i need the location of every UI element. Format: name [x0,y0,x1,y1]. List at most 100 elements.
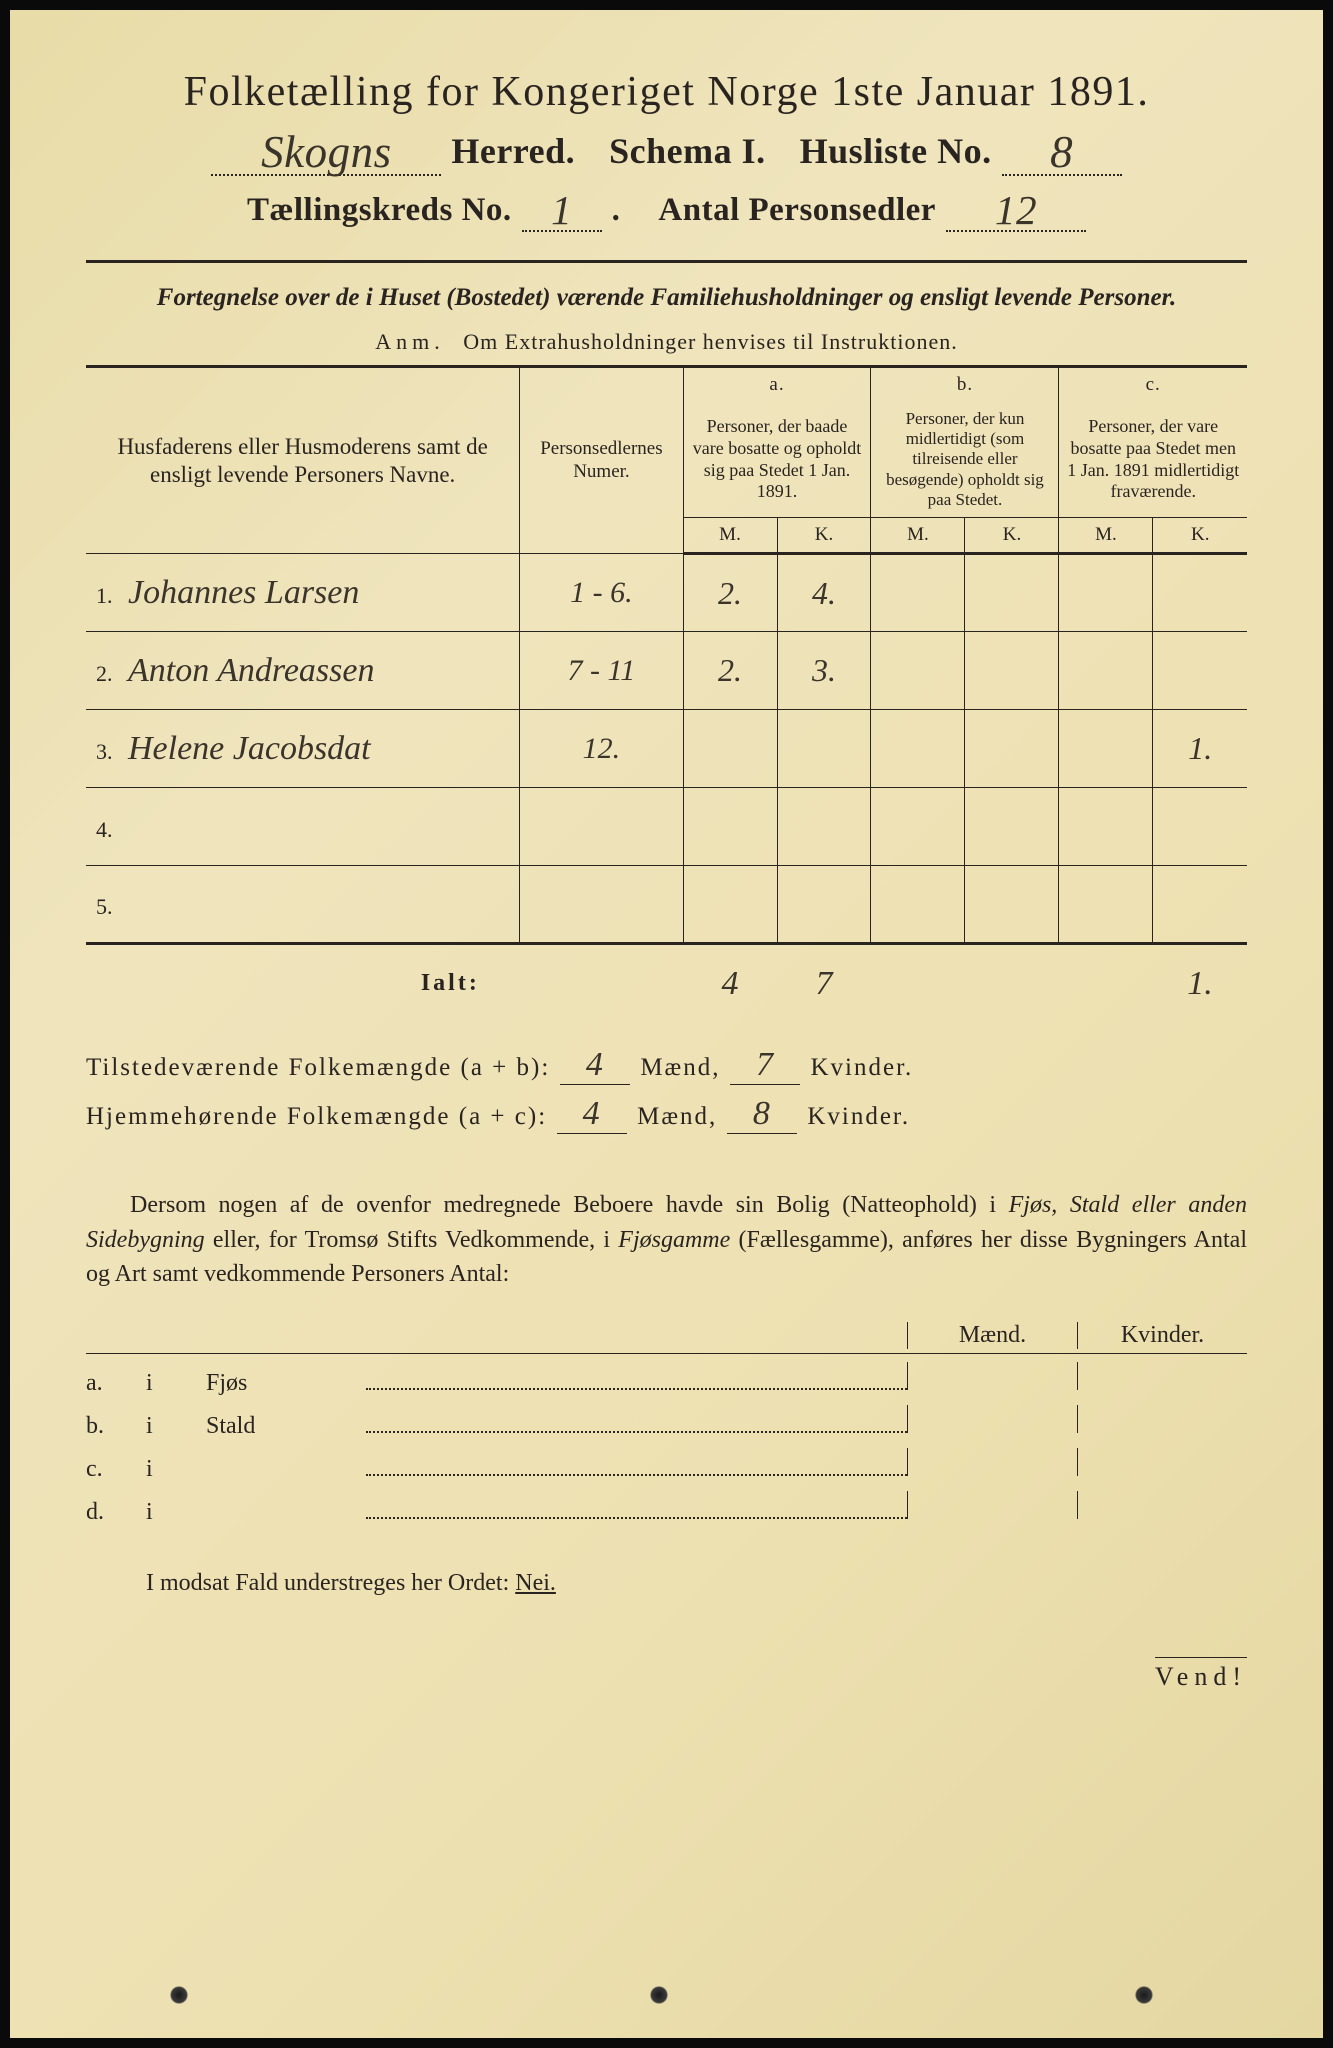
b-k-cell [965,710,1059,788]
ialt-c-k: 1. [1153,944,1247,1022]
herred-value: Skogns [261,127,392,177]
bh-maend: Mænd. [907,1322,1077,1349]
building-i: i [146,1370,206,1397]
ialt-a-k: 7 [777,944,871,1022]
nei-word: Nei. [515,1570,556,1596]
husliste-label: Husliste No. [800,130,992,172]
col-c-top: c. [1059,366,1247,402]
kreds-label: Tællingskreds No. [247,192,512,229]
bh-kvinder: Kvinder. [1077,1322,1247,1349]
col-num-header: Personsedlernes Numer. [520,366,683,554]
antal-value: 12 [995,187,1037,233]
a-m-cell [683,866,777,944]
col-a-m: M. [683,517,777,554]
dotted-line [366,1457,907,1476]
maend-label-2: Mænd, [637,1103,717,1131]
b-k-cell [965,554,1059,632]
building-row: d.i [86,1491,1247,1526]
c-m-cell [1059,554,1153,632]
building-maend-cell [907,1362,1077,1390]
kreds-field: 1 [522,182,602,232]
c-m-cell [1059,710,1153,788]
c-k-cell [1153,866,1247,944]
building-row: a.iFjøs [86,1362,1247,1397]
summary-label-1: Tilstedeværende Folkemængde (a + b): [86,1054,550,1082]
buildings-block: Mænd. Kvinder. a.iFjøsb.iStaldc.id.i [86,1322,1247,1526]
building-i: i [146,1413,206,1440]
maend-label: Mænd, [640,1054,720,1082]
name-cell: 2.Anton Andreassen [86,632,520,710]
summary-row-2: Hjemmehørende Folkemængde (a + c): 4 Mæn… [86,1095,1247,1134]
name-cell: 3.Helene Jacobsdat [86,710,520,788]
a-k-cell [777,710,871,788]
a-m-cell [683,710,777,788]
col-a-top: a. [683,366,871,402]
a-m-cell [683,788,777,866]
building-row: c.i [86,1448,1247,1483]
binding-hole-icon [650,1986,668,2004]
b-m-cell [871,710,965,788]
building-letter: c. [86,1456,146,1483]
census-table: Husfaderens eller Husmoderens samt de en… [86,365,1247,1022]
anm-line: Anm. Om Extrahusholdninger henvises til … [86,329,1247,355]
col-b-text: Personer, der kun midlertidigt (som tilr… [871,403,1059,517]
a-k-cell: 4. [777,554,871,632]
fortegnelse-text: Fortegnelse over de i Huset (Bostedet) v… [106,281,1227,315]
b-k-cell [965,632,1059,710]
b-m-cell [871,554,965,632]
table-head: Husfaderens eller Husmoderens samt de en… [86,366,1247,554]
b-m-cell [871,632,965,710]
a-k-cell [777,866,871,944]
summary-2-m: 4 [557,1095,627,1134]
paragraph-block: Dersom nogen af de ovenfor medregnede Be… [86,1188,1247,1292]
col-c-k: K. [1153,517,1247,554]
col-b-k: K. [965,517,1059,554]
a-m-cell: 2. [683,554,777,632]
name-cell: 4. [86,788,520,866]
building-kvinder-cell [1077,1491,1247,1519]
buildings-rows: a.iFjøsb.iStaldc.id.i [86,1362,1247,1526]
c-k-cell [1153,788,1247,866]
num-cell: 12. [520,710,683,788]
building-kvinder-cell [1077,1448,1247,1476]
c-k-cell [1153,554,1247,632]
name-cell: 1.Johannes Larsen [86,554,520,632]
table-body: 1.Johannes Larsen1 - 6.2.4.2.Anton Andre… [86,554,1247,1022]
building-kvinder-cell [1077,1405,1247,1433]
husliste-field: 8 [1002,122,1122,176]
summary-1-k: 7 [730,1046,800,1085]
binding-hole-icon [170,1986,188,2004]
anm-lead: Anm. [375,329,445,354]
antal-label: Antal Personsedler [658,192,936,229]
kreds-value: 1 [551,187,572,233]
building-i: i [146,1499,206,1526]
table-row: 4. [86,788,1247,866]
col-a-text: Personer, der baade vare bosatte og opho… [683,403,871,517]
header-block: Folketælling for Kongeriget Norge 1ste J… [86,68,1247,232]
building-letter: a. [86,1370,146,1397]
col-a-k: K. [777,517,871,554]
building-maend-cell [907,1448,1077,1476]
num-cell: 7 - 11 [520,632,683,710]
herred-field: Skogns [211,122,441,176]
ialt-label: Ialt: [86,944,520,1022]
name-cell: 5. [86,866,520,944]
b-k-cell [965,788,1059,866]
summary-2-k: 8 [727,1095,797,1134]
ialt-b-k [965,944,1059,1022]
ialt-c-m [1059,944,1153,1022]
col-b-m: M. [871,517,965,554]
dotted-line [366,1371,907,1390]
c-k-cell [1153,632,1247,710]
building-maend-cell [907,1491,1077,1519]
census-document-page: Folketælling for Kongeriget Norge 1ste J… [0,0,1333,2048]
building-letter: d. [86,1499,146,1526]
kvinder-label: Kvinder. [810,1054,913,1082]
divider-1 [86,260,1247,263]
b-m-cell [871,866,965,944]
building-letter: b. [86,1413,146,1440]
building-i: i [146,1456,206,1483]
a-k-cell [777,788,871,866]
summary-label-2: Hjemmehørende Folkemængde (a + c): [86,1103,547,1131]
husliste-value: 8 [1050,127,1073,177]
